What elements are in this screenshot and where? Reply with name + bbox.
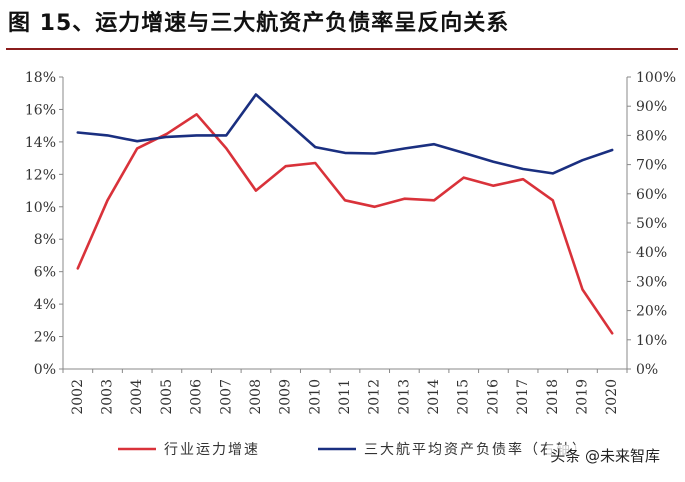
- right-tick-label: 90%: [636, 99, 667, 115]
- x-axis: 2002 2003 2004 2005 2006 2007 2008 2009 2010 2011…: [62, 368, 628, 415]
- left-tick-label: 18%: [25, 70, 56, 86]
- right-axis: 0% 10% 20% 30% 40% 50% 60% 70% 80% 90% 100%: [626, 70, 676, 378]
- left-tick-label: 16%: [25, 102, 56, 118]
- watermark: 头条 @未来智库: [547, 445, 663, 466]
- x-tick-label: 2009: [278, 379, 294, 415]
- figure-title: 图 15、运力增速与三大航资产负债率呈反向关系: [8, 11, 510, 36]
- left-tick-label: 10%: [25, 200, 56, 216]
- right-tick-label: 50%: [636, 216, 667, 232]
- x-tick-label: 2007: [218, 379, 234, 415]
- series-layer: [76, 93, 614, 335]
- x-tick-label: 2010: [307, 379, 323, 415]
- x-tick-label: 2015: [456, 379, 472, 415]
- x-tick-label: 2019: [574, 379, 590, 415]
- x-tick-label: 2012: [367, 379, 383, 415]
- right-tick-label: 80%: [636, 128, 667, 144]
- x-tick-label: 2002: [70, 379, 86, 415]
- right-tick-label: 60%: [636, 187, 667, 203]
- left-tick-label: 12%: [25, 167, 56, 183]
- x-tick-label: 2013: [396, 379, 412, 415]
- right-tick-label: 100%: [636, 70, 676, 86]
- x-tick-label: 2008: [248, 379, 264, 415]
- x-tick-label: 2011: [337, 379, 353, 415]
- right-tick-label: 20%: [636, 304, 667, 320]
- right-tick-label: 70%: [636, 158, 667, 174]
- legend-label-1: 行业运力增速: [164, 442, 260, 458]
- legend-label-2: 三大航平均资产负债率（右轴）: [364, 441, 588, 458]
- right-tick-label: 0%: [636, 362, 658, 378]
- left-tick-label: 6%: [34, 265, 56, 281]
- left-tick-label: 14%: [25, 135, 56, 151]
- x-tick-label: 2018: [545, 379, 561, 415]
- left-tick-label: 4%: [34, 297, 56, 313]
- x-tick-label: 2020: [604, 379, 620, 415]
- title-underline: [6, 48, 678, 50]
- right-tick-label: 10%: [636, 333, 667, 349]
- x-tick-label: 2014: [426, 379, 442, 415]
- right-tick-label: 30%: [636, 274, 667, 290]
- x-tick-label: 2016: [485, 379, 501, 415]
- series-line-1: [76, 113, 614, 335]
- x-tick-label: 2003: [100, 379, 116, 415]
- legend: 行业运力增速 三大航平均资产负债率（右轴）: [118, 441, 588, 458]
- x-tick-label: 2005: [159, 379, 175, 415]
- series-line-2: [76, 93, 614, 175]
- left-tick-label: 8%: [34, 232, 56, 248]
- left-tick-label: 0%: [34, 362, 56, 378]
- right-tick-label: 40%: [636, 245, 667, 261]
- left-tick-label: 2%: [34, 330, 56, 346]
- x-tick-label: 2017: [515, 379, 531, 415]
- left-axis: 0% 2% 4% 6% 8% 10% 12% 14% 16% 18%: [25, 70, 64, 378]
- x-tick-label: 2006: [189, 379, 205, 415]
- x-tick-label: 2004: [129, 379, 145, 415]
